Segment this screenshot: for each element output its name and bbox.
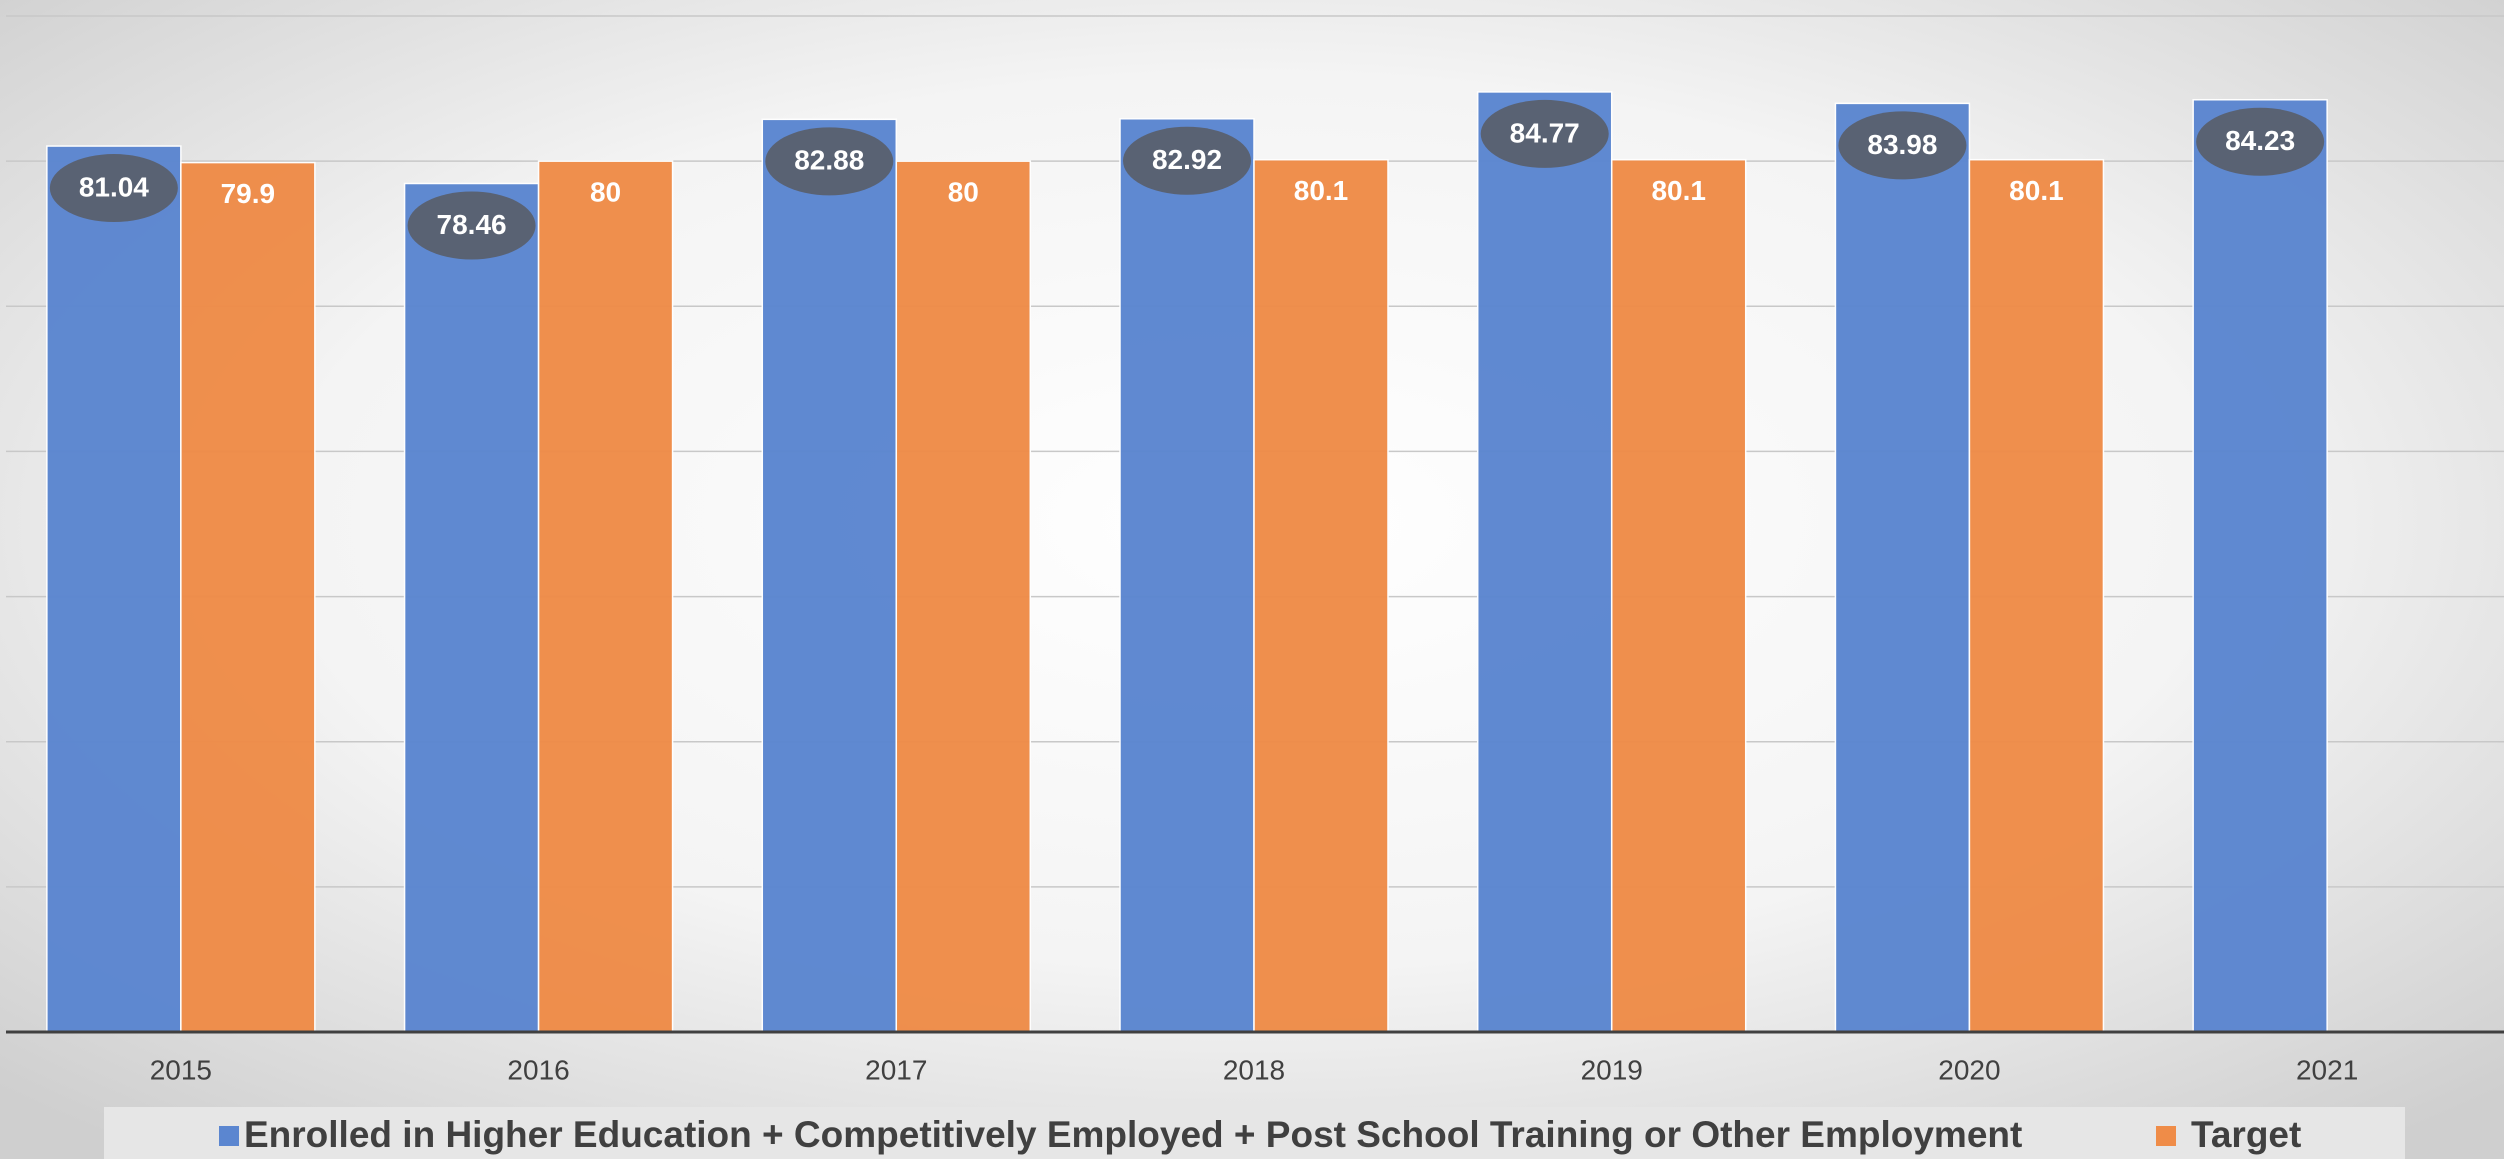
legend-swatch bbox=[2156, 1126, 2176, 1146]
bar bbox=[180, 161, 316, 1033]
x-tick-label: 2017 bbox=[865, 1054, 927, 1085]
data-label-bubble bbox=[407, 191, 536, 260]
bar bbox=[761, 118, 898, 1033]
data-label: 80.1 bbox=[1651, 175, 1706, 206]
data-label: 82.92 bbox=[1152, 144, 1222, 175]
x-tick-label: 2018 bbox=[1223, 1054, 1285, 1085]
data-label: 80 bbox=[590, 177, 621, 208]
data-label-bubble bbox=[49, 154, 178, 223]
bar bbox=[537, 160, 674, 1033]
bar bbox=[1834, 102, 1971, 1033]
data-label-bubble bbox=[1123, 126, 1251, 195]
data-label: 80.1 bbox=[2009, 175, 2064, 206]
data-label: 80.1 bbox=[1294, 175, 1349, 206]
x-tick-label: 2016 bbox=[507, 1054, 569, 1085]
bar bbox=[895, 160, 1032, 1033]
data-label: 81.04 bbox=[79, 171, 149, 202]
bar bbox=[1968, 158, 2105, 1033]
data-label: 80 bbox=[948, 177, 979, 208]
x-tick-label: 2015 bbox=[150, 1054, 212, 1085]
x-tick-label: 2020 bbox=[1938, 1054, 2000, 1085]
bar bbox=[46, 145, 182, 1033]
bar bbox=[2192, 98, 2328, 1033]
legend-box bbox=[104, 1107, 2405, 1159]
data-label: 84.23 bbox=[2225, 125, 2295, 156]
legend-swatch bbox=[219, 1126, 239, 1146]
legend-label: Target bbox=[2191, 1114, 2301, 1155]
data-label-bubble bbox=[765, 127, 894, 196]
legend-label: Enrolled in Higher Education + Competiti… bbox=[244, 1114, 2022, 1155]
bar bbox=[1610, 158, 1747, 1033]
bar bbox=[1253, 158, 1389, 1033]
data-label-bubble bbox=[2196, 107, 2325, 176]
data-label: 83.98 bbox=[1867, 129, 1937, 160]
bar bbox=[403, 182, 540, 1033]
x-tick-label: 2021 bbox=[2296, 1054, 2358, 1085]
bar bbox=[1476, 91, 1613, 1033]
data-label: 79.9 bbox=[221, 178, 276, 209]
data-label-bubble bbox=[1480, 99, 1609, 168]
data-label-bubble bbox=[1838, 111, 1967, 180]
bar bbox=[1119, 118, 1255, 1033]
x-tick-label: 2019 bbox=[1581, 1054, 1643, 1085]
data-label: 82.88 bbox=[794, 145, 864, 176]
data-label: 84.77 bbox=[1510, 117, 1580, 148]
data-label: 78.46 bbox=[437, 209, 507, 240]
